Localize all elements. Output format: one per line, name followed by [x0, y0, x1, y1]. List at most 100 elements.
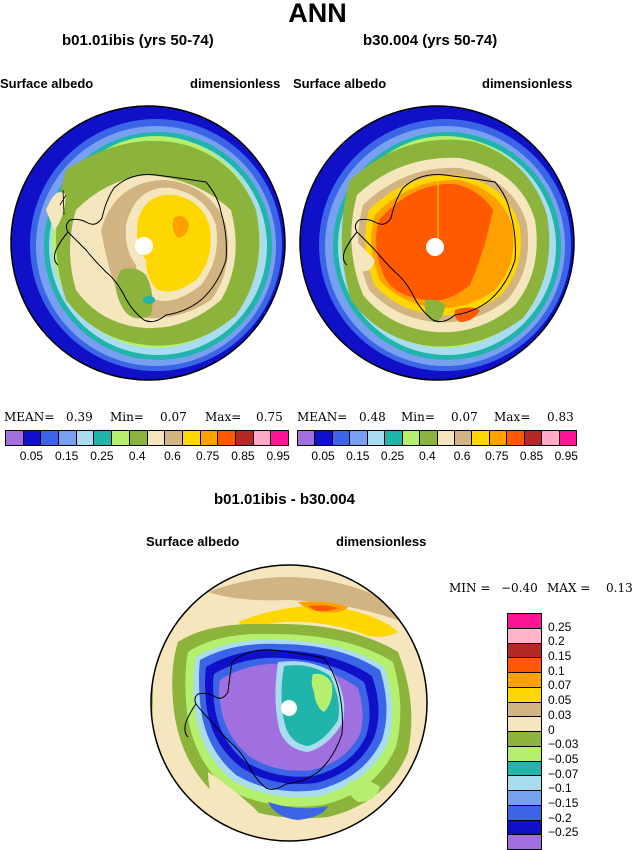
colorbar-label: 0.03	[548, 707, 572, 722]
colorbar-swatch	[23, 431, 42, 445]
colorbar-swatch	[472, 431, 490, 445]
colorbar-label: 0	[548, 722, 555, 737]
colorbar-swatch	[147, 431, 166, 445]
colorbar-label: −0.07	[548, 766, 579, 781]
diff-colorbar-labels: 0.25 0.2 0.15 0.1 0.07 0.05 0.03 0 −0.03 −0.05 −0.…	[548, 613, 628, 848]
diff-min-label: MIN =	[449, 581, 491, 595]
colorbar-swatch	[508, 746, 541, 762]
panel1-min-label: Min=	[110, 410, 144, 424]
colorbar-swatch	[402, 431, 421, 445]
colorbar-label: 0.4	[418, 449, 436, 463]
colorbar-swatch	[165, 431, 183, 445]
colorbar-swatch	[508, 835, 541, 849]
page-title: ANN	[288, 0, 347, 28]
panel1-map	[10, 105, 286, 381]
panel2-colorbar-labels: 0.05 0.15 0.25 0.4 0.6 0.75 0.85 0.95	[297, 449, 578, 465]
colorbar-label: 0.25	[380, 449, 405, 463]
colorbar-swatch	[524, 431, 543, 445]
diff-colorbar	[507, 613, 542, 850]
colorbar-swatch	[508, 791, 541, 806]
panel1-mean-label: MEAN=	[4, 410, 55, 424]
colorbar-swatch	[508, 820, 541, 836]
colorbar-label: 0.05	[19, 449, 44, 463]
colorbar-swatch	[41, 431, 60, 445]
diff-right-label: dimensionless	[336, 534, 427, 549]
panel1-colorbar-labels: 0.05 0.15 0.25 0.4 0.6 0.75 0.85 0.95	[5, 449, 290, 465]
colorbar-swatch	[508, 614, 541, 629]
colorbar-label: −0.05	[548, 751, 579, 766]
panel2-min-label: Min=	[401, 410, 435, 424]
panel1-min: 0.07	[160, 410, 187, 424]
panel2-colorbar	[297, 430, 577, 446]
colorbar-swatch	[559, 431, 576, 445]
diff-map	[150, 564, 428, 842]
panel2-title: b30.004 (yrs 50-74)	[363, 32, 498, 49]
colorbar-swatch	[200, 431, 219, 445]
colorbar-label: 0.25	[548, 619, 572, 634]
panel2-max-label: Max=	[494, 410, 531, 424]
colorbar-swatch	[129, 431, 148, 445]
colorbar-swatch	[298, 431, 316, 445]
colorbar-swatch	[420, 431, 438, 445]
colorbar-swatch	[6, 431, 24, 445]
colorbar-swatch	[508, 776, 541, 791]
colorbar-swatch	[182, 431, 201, 445]
colorbar-swatch	[507, 431, 525, 445]
diff-max-label: MAX =	[547, 581, 591, 595]
colorbar-label: 0.2	[548, 634, 565, 649]
colorbar-label: 0.85	[231, 449, 255, 463]
colorbar-label: −0.03	[548, 737, 579, 752]
colorbar-swatch	[508, 717, 541, 732]
colorbar-label: −0.2	[548, 810, 572, 825]
colorbar-swatch	[315, 431, 333, 445]
colorbar-label: 0.75	[196, 449, 220, 463]
colorbar-label: −0.1	[548, 781, 572, 796]
panel2-map	[299, 105, 575, 381]
colorbar-label: 0.6	[164, 449, 181, 463]
colorbar-swatch	[385, 431, 403, 445]
colorbar-swatch	[508, 732, 541, 747]
colorbar-label: 0.15	[55, 449, 79, 463]
panel2-left-label: Surface albedo	[293, 76, 387, 91]
panel2-mean: 0.48	[359, 410, 386, 424]
colorbar-label: 0.1	[548, 663, 565, 678]
colorbar-swatch	[235, 431, 254, 445]
colorbar-swatch	[332, 431, 351, 445]
colorbar-swatch	[218, 431, 236, 445]
panel2-min: 0.07	[451, 410, 478, 424]
panel1-max-label: Max=	[205, 410, 242, 424]
colorbar-swatch	[508, 805, 541, 821]
colorbar-swatch	[508, 628, 541, 644]
colorbar-swatch	[508, 643, 541, 659]
colorbar-swatch	[437, 431, 455, 445]
colorbar-swatch	[542, 431, 560, 445]
colorbar-swatch	[253, 431, 272, 445]
panel1-mean: 0.39	[66, 410, 93, 424]
colorbar-label: 0.05	[548, 693, 572, 708]
colorbar-swatch	[112, 431, 130, 445]
colorbar-label: 0.15	[548, 649, 572, 664]
colorbar-label: 0.6	[453, 449, 471, 463]
colorbar-swatch	[350, 431, 368, 445]
colorbar-label: −0.25	[548, 825, 579, 840]
panel1-max: 0.75	[256, 410, 283, 424]
colorbar-label: 0.07	[548, 678, 572, 693]
colorbar-label: 0.4	[128, 449, 146, 463]
colorbar-swatch	[454, 431, 473, 445]
panel1-colorbar	[5, 430, 289, 446]
colorbar-swatch	[271, 431, 288, 445]
colorbar-label: 0.05	[311, 449, 335, 463]
colorbar-swatch	[508, 702, 541, 718]
diff-min: −0.40	[501, 581, 538, 595]
colorbar-label: 0.15	[346, 449, 370, 463]
colorbar-swatch	[508, 761, 541, 777]
colorbar-label: 0.95	[554, 449, 578, 463]
colorbar-swatch	[508, 687, 541, 703]
colorbar-label: 0.75	[485, 449, 509, 463]
colorbar-swatch	[76, 431, 95, 445]
colorbar-label: 0.95	[266, 449, 290, 463]
diff-title: b01.01ibis - b30.004	[214, 491, 355, 508]
panel1-title: b01.01ibis (yrs 50-74)	[62, 32, 214, 49]
panel2-right-label: dimensionless	[482, 76, 573, 91]
diff-left-label: Surface albedo	[146, 534, 240, 549]
